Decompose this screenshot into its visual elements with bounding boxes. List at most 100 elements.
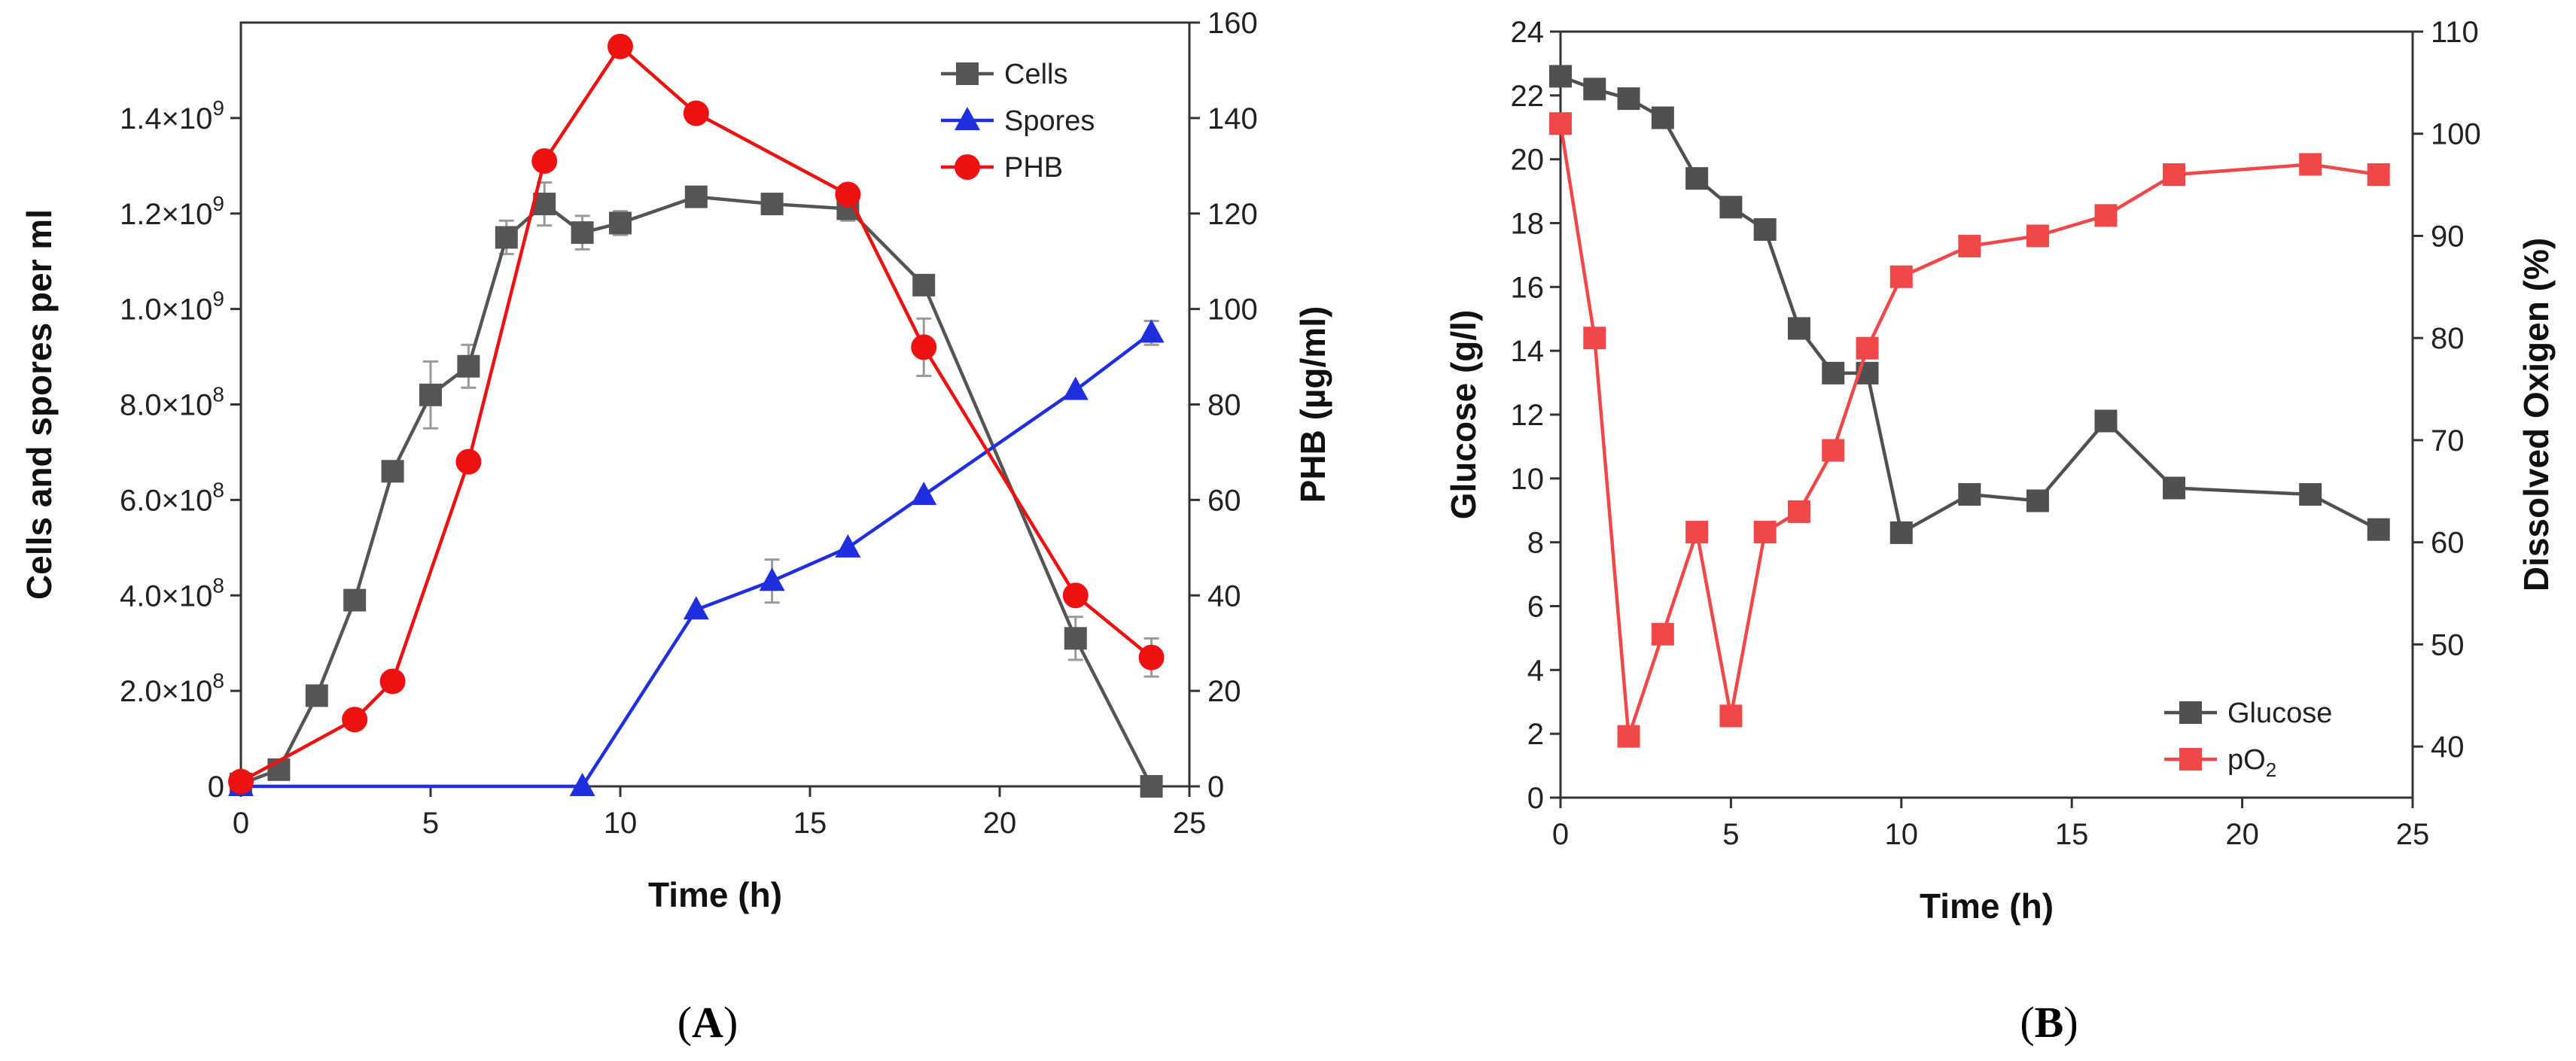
x-tick-label: 5: [422, 807, 439, 840]
data-point: [1549, 112, 1572, 135]
x-tick-label: 20: [2225, 818, 2259, 851]
panel-a-chart: 0 5 10 15 20 2502.0×1084.0×1086.0×1088.0×1081…: [20, 7, 1332, 1047]
x-axis-label: Time (h): [648, 875, 782, 914]
data-point: [2367, 518, 2390, 541]
y-tick-exponent: 9: [212, 287, 224, 311]
data-point: [684, 185, 708, 208]
data-point: [1651, 106, 1674, 129]
panel-label-letter: B: [2035, 998, 2064, 1047]
y2-tick-label: 0: [1207, 771, 1224, 804]
y-tick-label: 1.4×109: [120, 96, 224, 135]
y-tick-label: 6: [1527, 591, 1544, 624]
plot-frame: [1559, 30, 2414, 799]
y-tick-label: 4.0×108: [120, 573, 224, 613]
x-tick-label: 0: [1552, 818, 1569, 851]
legend-entry-name: pO: [2227, 744, 2266, 776]
y-tick-label: 18: [1511, 208, 1545, 241]
panel-label: (B): [2020, 998, 2078, 1047]
legend-entry-name: Spores: [1004, 105, 1095, 137]
data-point: [911, 334, 937, 360]
y-tick-label: 8.0×108: [120, 383, 224, 422]
data-point: [457, 354, 480, 378]
y2-tick-label: 60: [2431, 527, 2465, 560]
y-tick-label: 14: [1511, 335, 1545, 368]
x-tick-label: 10: [604, 807, 638, 840]
panel-label-open: (: [2020, 998, 2034, 1047]
y-tick-label: 16: [1511, 271, 1545, 304]
data-point: [835, 534, 861, 558]
series-phb: [228, 33, 1165, 795]
data-point: [1856, 336, 1879, 360]
y-tick-label: 2.0×108: [120, 669, 224, 708]
series-line: [1560, 74, 2380, 536]
data-point: [2094, 204, 2118, 227]
y-tick-exponent: 8: [212, 478, 224, 501]
data-point: [569, 773, 595, 796]
legend-marker: [955, 107, 980, 130]
data-point: [1583, 78, 1606, 101]
y-tick-label: 0: [208, 771, 224, 804]
x-tick-label: 15: [2055, 818, 2089, 851]
panel-label-letter: A: [692, 998, 723, 1047]
data-point: [2026, 224, 2049, 248]
data-point: [1685, 521, 1709, 544]
data-point: [2299, 483, 2322, 506]
y-tick-label: 22: [1511, 80, 1545, 113]
x-tick-label: 25: [2396, 818, 2430, 851]
y-tick-mantissa: 6.0×10: [120, 484, 212, 517]
y-axis-label: Cells and spores per ml: [20, 209, 59, 600]
data-point: [2026, 489, 2049, 512]
panel-label-open: (: [677, 998, 692, 1047]
series-po: [1549, 112, 2390, 748]
y-tick-label: 1.2×109: [120, 192, 224, 231]
data-point: [495, 226, 518, 249]
y-tick-label: 6.0×108: [120, 478, 224, 517]
data-point: [911, 482, 937, 506]
panel-label: (A): [677, 998, 738, 1047]
data-point: [683, 100, 709, 126]
data-point: [1822, 439, 1845, 462]
legend-entry: Cells: [1004, 59, 1067, 90]
data-point: [1138, 644, 1165, 670]
y-tick-label: 12: [1511, 399, 1545, 432]
data-point: [343, 588, 367, 612]
y2-axis-label: PHB (µg/ml): [1293, 306, 1332, 503]
legend-entry: Glucose: [2227, 698, 2332, 729]
y2-tick-label: 40: [2431, 731, 2465, 764]
data-point: [1549, 65, 1572, 88]
data-point: [1889, 521, 1913, 544]
series-glucose: [1549, 65, 2390, 544]
data-point: [760, 193, 784, 216]
y-tick-mantissa: 2.0×10: [120, 675, 212, 708]
x-tick-label: 20: [983, 807, 1017, 840]
legend-marker: [955, 154, 980, 180]
data-point: [571, 221, 594, 245]
legend-marker: [956, 62, 979, 85]
data-point: [1617, 725, 1640, 748]
y-tick-label: 20: [1511, 144, 1545, 177]
y-tick-exponent: 8: [212, 669, 224, 692]
data-point: [1753, 217, 1777, 241]
data-point: [1958, 483, 1981, 506]
y2-tick-label: 110: [2431, 16, 2479, 49]
legend: Glucose pO2: [2164, 698, 2332, 781]
y-tick-mantissa: 8.0×10: [120, 389, 212, 422]
panel-b-chart: 0 5 10 15 20 25024681012141618202224405060708…: [1444, 16, 2556, 1047]
data-point: [1617, 87, 1640, 111]
data-point: [455, 448, 482, 475]
data-point: [1064, 627, 1087, 650]
panel-label-close: ): [723, 998, 738, 1047]
data-point: [1062, 582, 1089, 609]
x-tick-label: 25: [1173, 807, 1207, 840]
legend-entry: PHB: [1004, 152, 1063, 184]
data-point: [835, 181, 861, 208]
legend-entry: pO2: [2227, 744, 2276, 781]
y-tick-exponent: 9: [212, 96, 224, 120]
data-point: [1787, 500, 1810, 523]
y2-tick-label: 90: [2431, 220, 2465, 253]
y-tick-mantissa: 1.2×10: [120, 198, 212, 231]
legend: Cells Spores PHB: [941, 59, 1095, 184]
legend-entry-name: Cells: [1004, 59, 1067, 90]
x-tick-label: 10: [1885, 818, 1919, 851]
